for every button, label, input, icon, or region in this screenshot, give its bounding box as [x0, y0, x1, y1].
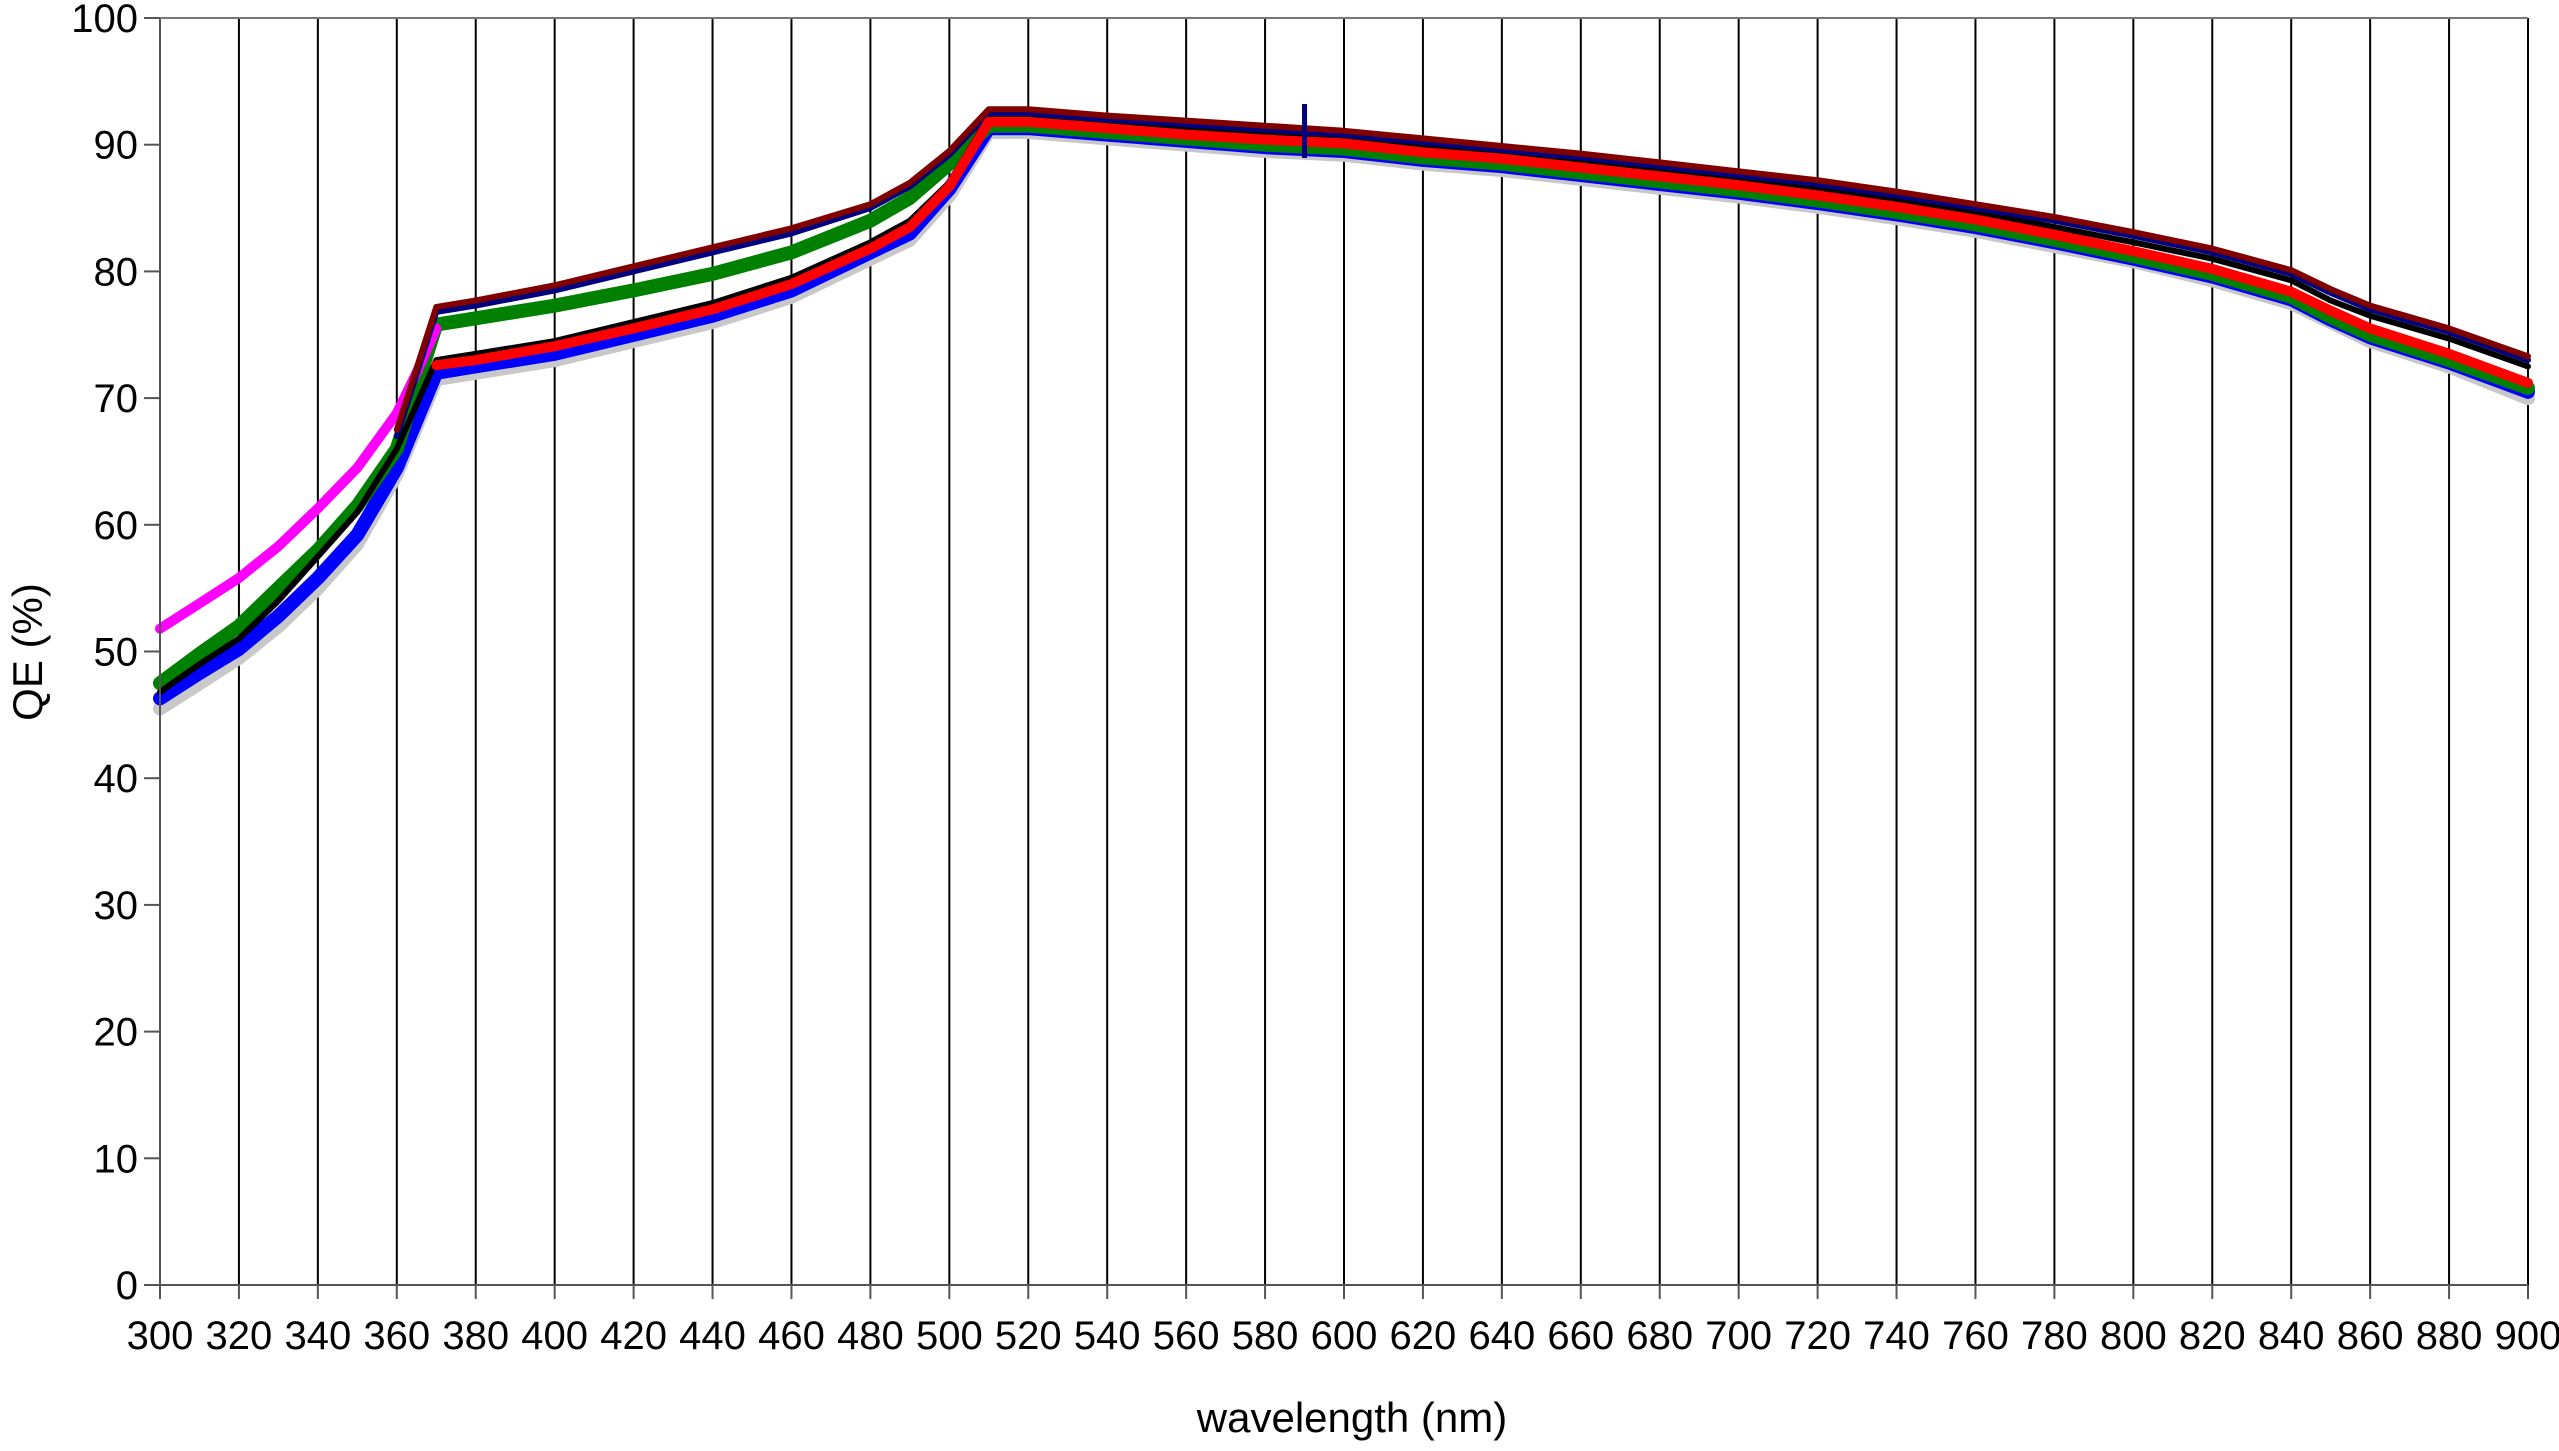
x-axis-title: wavelength (nm) [1196, 1394, 1507, 1441]
x-tick-label-360: 360 [363, 1314, 430, 1358]
y-tick-label-30: 30 [94, 884, 139, 928]
x-tick-label-760: 760 [1942, 1314, 2009, 1358]
y-tick-label-90: 90 [94, 124, 139, 168]
y-tick-label-50: 50 [94, 631, 139, 675]
x-tick-label-340: 340 [284, 1314, 351, 1358]
x-tick-label-440: 440 [679, 1314, 746, 1358]
x-tick-label-840: 840 [2258, 1314, 2325, 1358]
series-line-6 [393, 110, 2531, 440]
x-tick-label-560: 560 [1153, 1314, 1220, 1358]
y-tick-label-70: 70 [94, 377, 139, 421]
x-tick-label-480: 480 [837, 1314, 904, 1358]
y-tick-label-0: 0 [116, 1264, 138, 1308]
x-tick-label-800: 800 [2100, 1314, 2167, 1358]
series-line-4 [157, 113, 2531, 695]
x-tick-label-880: 880 [2416, 1314, 2483, 1358]
series-line-7 [393, 106, 2531, 433]
x-tick-label-520: 520 [995, 1314, 1062, 1358]
x-tick-label-620: 620 [1390, 1314, 1457, 1358]
x-tick-label-500: 500 [916, 1314, 983, 1358]
x-tick-label-640: 640 [1468, 1314, 1535, 1358]
x-tick-label-320: 320 [206, 1314, 273, 1358]
series-line-8 [431, 116, 2533, 388]
x-tick-label-720: 720 [1784, 1314, 1851, 1358]
x-tick-label-900: 900 [2495, 1314, 2559, 1358]
x-tick-label-380: 380 [442, 1314, 509, 1358]
x-tick-label-860: 860 [2337, 1314, 2404, 1358]
x-tick-label-660: 660 [1547, 1314, 1614, 1358]
y-tick-label-40: 40 [94, 757, 139, 801]
x-tick-label-780: 780 [2021, 1314, 2088, 1358]
y-tick-label-100: 100 [71, 0, 138, 41]
y-tick-label-80: 80 [94, 250, 139, 294]
y-tick-label-10: 10 [94, 1137, 139, 1181]
axes [144, 17, 2529, 1299]
x-tick-label-680: 680 [1626, 1314, 1693, 1358]
y-axis-title: QE (%) [4, 583, 51, 721]
series-lines [153, 104, 2535, 716]
tick-labels: 0 10 20 30 40 50 60 70 80 90 100 300 320 340 360 380 400… [71, 0, 2559, 1358]
x-tick-label-700: 700 [1705, 1314, 1772, 1358]
x-tick-label-740: 740 [1863, 1314, 1930, 1358]
x-tick-label-300: 300 [127, 1314, 194, 1358]
y-tick-label-20: 20 [94, 1011, 139, 1055]
y-tick-label-60: 60 [94, 504, 139, 548]
x-tick-label-580: 580 [1232, 1314, 1299, 1358]
x-tick-label-400: 400 [521, 1314, 588, 1358]
x-tick-label-820: 820 [2179, 1314, 2246, 1358]
x-tick-label-420: 420 [600, 1314, 667, 1358]
x-tick-label-540: 540 [1074, 1314, 1141, 1358]
x-tick-label-600: 600 [1311, 1314, 1378, 1358]
x-tick-label-460: 460 [758, 1314, 825, 1358]
vertical-gridlines [237, 18, 2529, 1285]
